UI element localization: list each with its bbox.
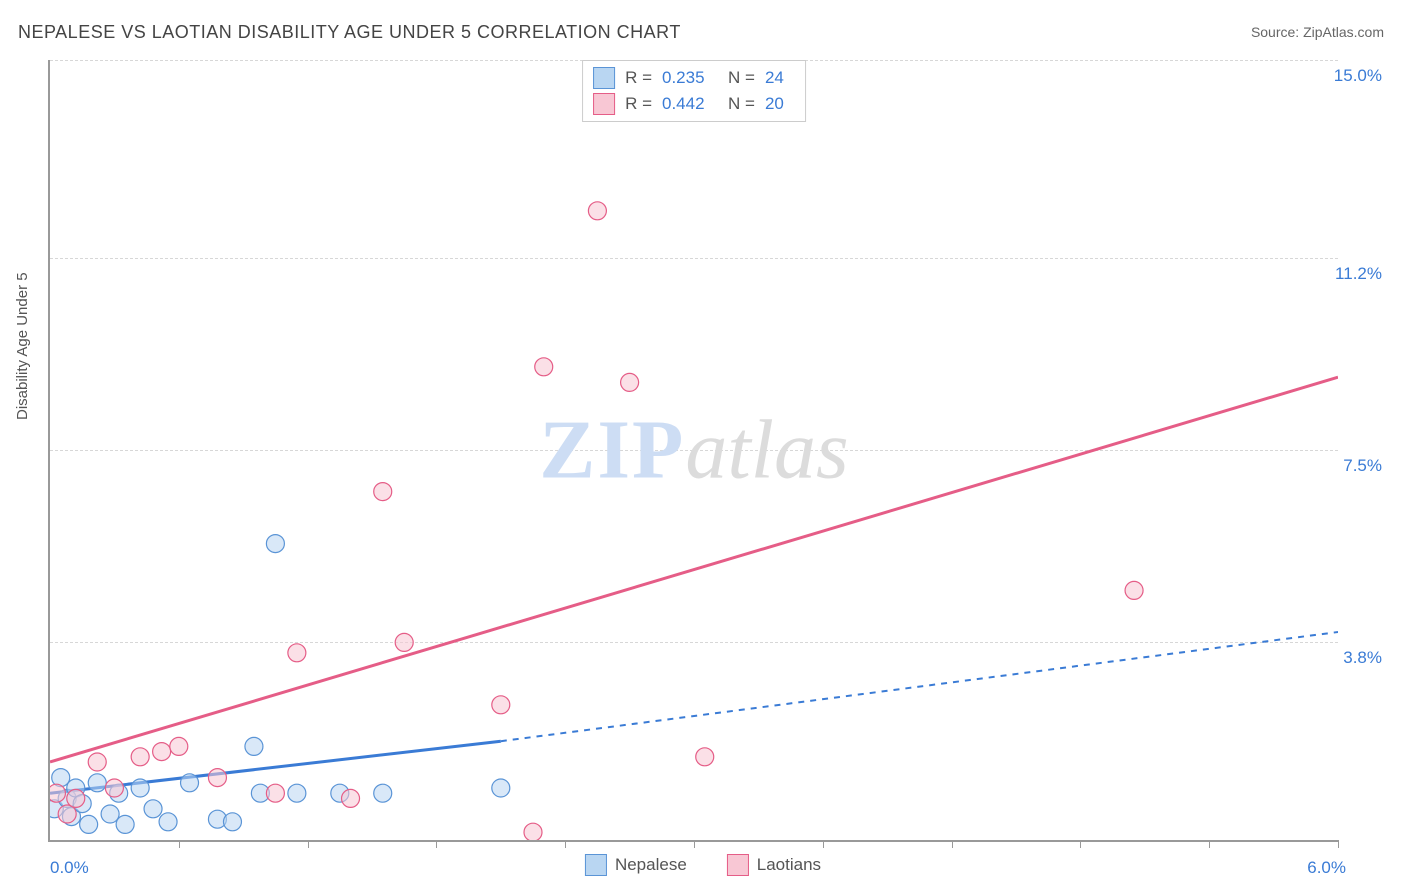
y-tick-label: 11.2% (1335, 264, 1382, 284)
x-tick (436, 840, 437, 848)
r-value-nepalese: 0.235 (662, 68, 718, 88)
y-tick-label: 15.0% (1334, 66, 1382, 86)
data-point-nepalese (492, 779, 510, 797)
legend-swatch-nepalese (585, 854, 607, 876)
y-axis-label: Disability Age Under 5 (14, 272, 31, 420)
data-point-nepalese (101, 805, 119, 823)
data-point-nepalese (80, 815, 98, 833)
data-point-laotians (696, 748, 714, 766)
x-tick (823, 840, 824, 848)
x-tick (1338, 840, 1339, 848)
data-point-nepalese (223, 813, 241, 831)
data-point-laotians (1125, 581, 1143, 599)
data-point-nepalese (266, 535, 284, 553)
data-point-laotians (105, 779, 123, 797)
data-point-laotians (208, 769, 226, 787)
data-point-laotians (621, 373, 639, 391)
data-point-laotians (288, 644, 306, 662)
data-point-laotians (395, 633, 413, 651)
data-point-laotians (266, 784, 284, 802)
chart-title: NEPALESE VS LAOTIAN DISABILITY AGE UNDER… (18, 22, 681, 43)
source-label: Source: ZipAtlas.com (1251, 24, 1384, 40)
legend-label-nepalese: Nepalese (615, 855, 687, 875)
x-tick (952, 840, 953, 848)
data-point-laotians (88, 753, 106, 771)
stats-legend: R = 0.235 N = 24 R = 0.442 N = 20 (582, 60, 806, 122)
legend-swatch-laotians (727, 854, 749, 876)
n-value-nepalese: 24 (765, 68, 795, 88)
data-point-nepalese (116, 815, 134, 833)
x-axis-end-label: 6.0% (1307, 858, 1346, 878)
legend-label-laotians: Laotians (757, 855, 821, 875)
plot-svg (50, 60, 1338, 840)
data-point-laotians (342, 789, 360, 807)
data-point-nepalese (245, 737, 263, 755)
data-point-nepalese (288, 784, 306, 802)
data-point-laotians (588, 202, 606, 220)
legend-item-laotians: Laotians (727, 854, 821, 876)
data-point-nepalese (374, 784, 392, 802)
n-value-laotians: 20 (765, 94, 795, 114)
swatch-nepalese (593, 67, 615, 89)
y-tick-label: 3.8% (1343, 648, 1382, 668)
r-value-laotians: 0.442 (662, 94, 718, 114)
data-point-laotians (492, 696, 510, 714)
stats-row-nepalese: R = 0.235 N = 24 (593, 65, 795, 91)
regression-extension-nepalese (501, 632, 1338, 741)
y-tick-label: 7.5% (1343, 456, 1382, 476)
x-tick (694, 840, 695, 848)
chart-container: NEPALESE VS LAOTIAN DISABILITY AGE UNDER… (0, 0, 1406, 892)
data-point-nepalese (181, 774, 199, 792)
data-point-nepalese (131, 779, 149, 797)
x-tick (308, 840, 309, 848)
x-tick (1080, 840, 1081, 848)
data-point-nepalese (88, 774, 106, 792)
data-point-laotians (67, 789, 85, 807)
data-point-nepalese (159, 813, 177, 831)
x-axis-origin-label: 0.0% (50, 858, 89, 878)
r-label: R = (625, 94, 652, 114)
data-point-laotians (170, 737, 188, 755)
data-point-laotians (374, 483, 392, 501)
data-point-laotians (131, 748, 149, 766)
r-label: R = (625, 68, 652, 88)
stats-row-laotians: R = 0.442 N = 20 (593, 91, 795, 117)
series-legend: Nepalese Laotians (585, 854, 821, 876)
data-point-laotians (524, 823, 542, 840)
plot-area: ZIPatlas R = 0.235 N = 24 R = 0.442 N = … (48, 60, 1338, 842)
n-label: N = (728, 68, 755, 88)
n-label: N = (728, 94, 755, 114)
x-tick (565, 840, 566, 848)
data-point-laotians (535, 358, 553, 376)
data-point-laotians (153, 743, 171, 761)
legend-item-nepalese: Nepalese (585, 854, 687, 876)
regression-line-laotians (50, 377, 1338, 762)
data-point-laotians (50, 784, 65, 802)
swatch-laotians (593, 93, 615, 115)
data-point-nepalese (144, 800, 162, 818)
x-tick (1209, 840, 1210, 848)
x-tick (179, 840, 180, 848)
